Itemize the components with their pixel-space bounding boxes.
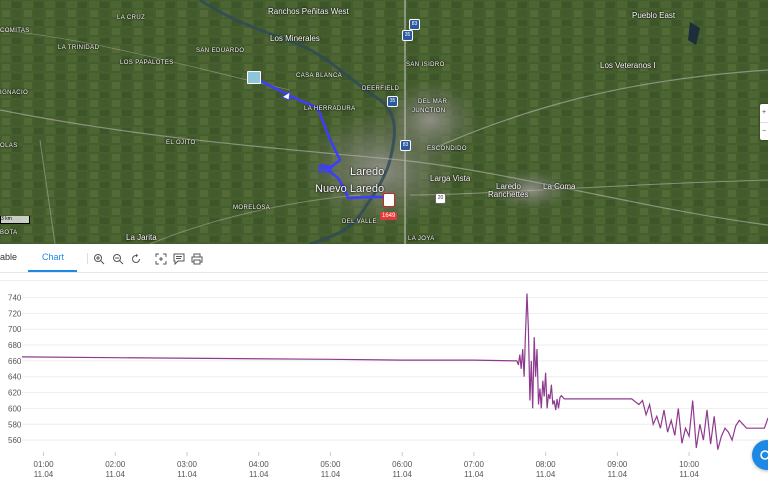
map-place-label: ESCONDIDO [427,146,467,152]
x-tick-date: 11.04 [392,470,412,479]
map-place-label: IGNACIO [0,90,29,96]
tab-chart[interactable]: Chart [42,252,65,262]
map-place-label: Los Minerales [270,34,320,43]
x-tick-date: 11.04 [177,470,197,479]
scale-label: 3 km [1,216,12,222]
x-tick-time: 07:00 [464,460,485,469]
x-tick-date: 11.04 [249,470,269,479]
map-place-label: SAN EDUARDO [196,48,245,54]
satellite-map[interactable]: COMITAS LA CRUZ Ranchos Peñitas West Pueblo… [0,0,768,244]
y-tick-label: 720 [8,309,22,318]
x-tick-date: 11.04 [464,470,484,479]
zoom-in-icon[interactable] [93,252,105,265]
map-place-label: OLAS [0,143,18,149]
comment-icon[interactable] [173,252,185,266]
map-place-label: CASA BLANCA [296,73,343,79]
altitude-chart[interactable]: 560 580 600 620 640 660 680 700 720 740 01:00 11.04… [0,279,768,487]
zoom-out-icon[interactable] [112,252,124,265]
map-zoom-control[interactable]: + − [760,104,768,140]
y-tick-label: 640 [8,373,22,382]
y-tick-label: 600 [8,404,22,413]
y-tick-label: 580 [8,420,22,429]
y-tick-label: 740 [8,294,22,303]
map-place-label: JUNCTION [412,108,446,114]
highway-shield-icon: 83 [400,140,411,151]
x-tick-date: 11.04 [679,470,699,479]
vehicle-marker-icon[interactable] [383,193,395,207]
route-start-icon[interactable] [247,71,261,84]
map-place-label: DEL MAR [418,99,448,105]
tab-table[interactable]: able [0,252,18,262]
map-place-label: Pueblo East [632,11,676,20]
zoom-plus-icon[interactable]: + [760,104,768,123]
y-tick-label: 620 [8,389,22,398]
map-place-label: Larga Vista [430,174,471,183]
map-place-label: EL OJITO [166,140,196,146]
map-place-label: Laredo [350,166,385,178]
map-place-label: Los Veteranos I [600,61,656,70]
y-tick-label: 700 [8,325,22,334]
highway-shield-icon: 35 [402,30,413,41]
crosshair-icon[interactable] [155,252,167,265]
map-place-label: COMITAS [0,28,30,34]
x-tick-date: 11.04 [106,470,126,479]
map-place-label: La Jarita [126,233,157,242]
x-tick-time: 01:00 [34,460,55,469]
reset-zoom-icon[interactable] [130,252,142,264]
y-tick-label: 660 [8,357,22,366]
x-tick-date: 11.04 [34,470,54,479]
x-tick-time: 05:00 [320,460,341,469]
highway-shield-icon: 83 [409,19,420,30]
zoom-minus-icon[interactable]: − [761,128,767,135]
map-place-label: Ranchos Peñitas West [268,7,349,16]
map-place-label: BOTA [0,230,18,236]
series-line[interactable] [21,293,768,450]
chart-canvas: 56058060062064066068070072074001:0011.04… [0,279,768,479]
map-terrain [0,0,768,244]
y-tick-label: 680 [8,341,22,350]
x-tick-time: 06:00 [392,460,413,469]
settings-icon [760,450,768,460]
x-tick-date: 11.04 [608,470,628,479]
print-icon[interactable] [191,252,203,265]
map-place-label: LOS PAPALOTES [120,60,174,66]
map-place-label: La Coma [543,182,576,191]
map-place-label: MORELOSA [233,205,271,211]
map-place-label: Laredo [496,182,521,191]
map-place-label: LA JOYA [408,236,435,242]
floating-action-button[interactable] [752,440,768,470]
y-tick-label: 560 [8,436,22,445]
map-place-label: LA HERRADURA [304,106,356,112]
x-tick-date: 11.04 [536,470,556,479]
x-tick-time: 04:00 [249,460,270,469]
highway-shield-icon: 20 [435,193,446,204]
map-place-label: DEL VALLE [342,219,377,225]
map-place-label: LA CRUZ [117,15,146,21]
x-tick-time: 03:00 [177,460,198,469]
highway-shield-icon: 35 [387,96,398,107]
map-place-label: SAN ISIDRO [406,62,445,68]
active-tab-indicator [28,270,77,272]
map-place-label: LA TRINIDAD [58,45,100,51]
map-place-label: Nuevo Laredo [315,183,385,195]
view-toolbar: able Chart [0,244,768,273]
map-place-label: DEERFIELD [362,86,400,92]
x-tick-time: 10:00 [679,460,700,469]
toolbar-divider [87,253,88,264]
x-tick-date: 11.04 [321,470,341,479]
map-place-label: Ranchettes [488,190,529,199]
map-scale-bar: 3 km [0,216,30,224]
x-tick-time: 09:00 [607,460,628,469]
x-tick-time: 02:00 [105,460,126,469]
x-tick-time: 08:00 [536,460,557,469]
marker-badge: 1649 [380,212,398,220]
